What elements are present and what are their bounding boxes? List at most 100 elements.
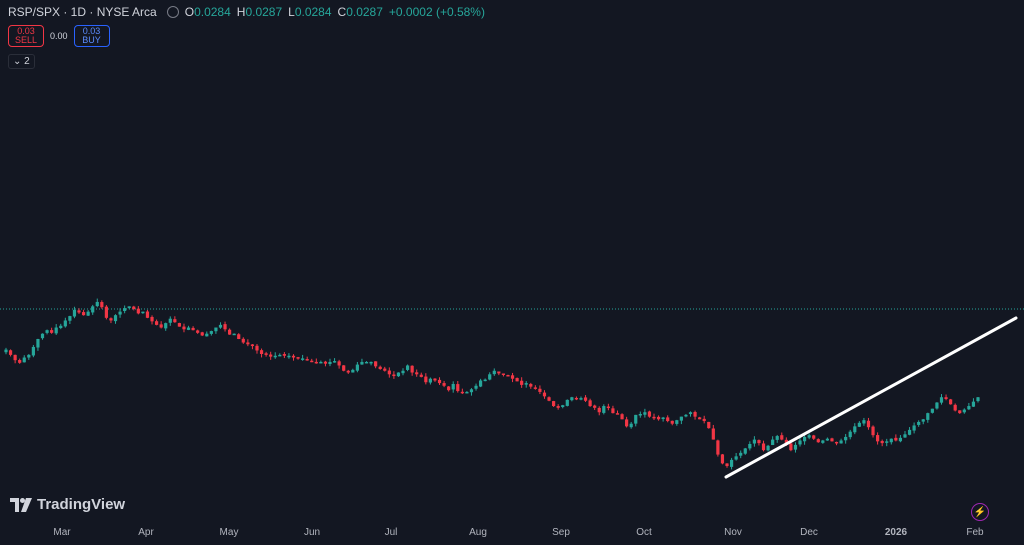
x-tick-label: Nov — [724, 527, 742, 538]
candle-body — [200, 332, 204, 336]
candle-body — [876, 435, 880, 442]
candle-body — [337, 361, 341, 366]
candle-body — [638, 414, 642, 416]
candle-body — [793, 444, 798, 450]
candle-body — [784, 439, 788, 444]
candle-body — [898, 437, 903, 442]
candle-body — [857, 422, 861, 427]
candle-body — [196, 330, 200, 333]
candle-body — [917, 421, 921, 425]
candle-body — [360, 361, 364, 365]
logo-text: TradingView — [37, 496, 126, 513]
candle-body — [725, 463, 729, 467]
candle-body — [771, 439, 775, 446]
candle-body — [374, 361, 378, 367]
candle-body — [889, 438, 893, 443]
candle-body — [282, 354, 286, 356]
candle-body — [81, 312, 86, 316]
candle-body — [871, 426, 875, 436]
candle-body — [698, 417, 702, 420]
change-value: +0.0002 (+0.58%) — [388, 5, 485, 19]
candle-body — [707, 421, 711, 429]
candle-body — [287, 355, 291, 358]
candle-body — [579, 398, 583, 400]
ohlc-values: O0.0284 H0.0287 L0.0284 C0.0287 +0.0002 … — [185, 5, 485, 19]
candle-body — [104, 306, 108, 318]
candle-body — [620, 414, 624, 420]
candle-body — [305, 359, 309, 361]
candle-body — [228, 329, 232, 335]
candle-body — [332, 361, 337, 363]
candle-body — [611, 408, 615, 414]
candle-body — [766, 445, 770, 451]
candle-body — [812, 435, 816, 439]
high-label: H — [236, 5, 246, 19]
candle-body — [629, 423, 633, 428]
candle-body — [223, 324, 227, 330]
candle-body — [351, 369, 355, 373]
buy-button[interactable]: 0.03 BUY — [73, 25, 110, 47]
candle-body — [583, 397, 588, 401]
tradingview-logo[interactable]: TradingView — [10, 496, 125, 513]
candle-body — [647, 411, 652, 417]
candle-body — [615, 413, 620, 415]
candle-body — [428, 378, 432, 383]
x-tick-label: Feb — [966, 527, 984, 538]
candle-body — [497, 371, 501, 374]
sell-price: 0.03 — [17, 26, 35, 36]
symbol-title[interactable]: RSP/SPX · 1D · NYSE Arca — [8, 5, 157, 19]
candle-body — [853, 426, 857, 433]
candle-body — [433, 378, 437, 381]
candle-body — [643, 412, 647, 415]
candle-body — [310, 360, 314, 363]
candle-body — [752, 439, 756, 444]
candle-body — [656, 416, 661, 420]
candle-body — [652, 416, 656, 419]
candle-body — [291, 355, 296, 358]
candle-body — [177, 323, 182, 327]
candle-body — [241, 338, 245, 343]
candle-body — [456, 384, 460, 392]
candle-body — [958, 410, 962, 414]
candle-body — [844, 436, 848, 441]
candle-body — [451, 384, 455, 390]
eye-icon[interactable] — [166, 6, 179, 18]
candle-body — [802, 436, 807, 442]
lightning-icon[interactable]: ⚡ — [971, 503, 989, 521]
candle-body — [606, 406, 610, 409]
candle-body — [775, 436, 779, 440]
candle-body — [214, 327, 218, 332]
candle-body — [602, 406, 606, 413]
candle-body — [72, 309, 77, 317]
close-value: 0.0287 — [346, 5, 383, 19]
indicators-toggle[interactable]: ⌄ 2 — [8, 54, 35, 69]
x-tick-label: Oct — [636, 527, 652, 538]
candle-body — [314, 361, 318, 364]
candle-body — [533, 387, 537, 389]
spread-value: 0.00 — [50, 31, 68, 41]
candle-body — [720, 454, 725, 464]
candle-body — [520, 380, 524, 385]
candle-body — [255, 345, 259, 351]
candle-body — [173, 319, 177, 323]
x-tick-label: Jun — [304, 527, 320, 538]
candle-body — [565, 399, 569, 406]
candle-body — [218, 324, 223, 328]
candle-body — [529, 383, 533, 387]
sell-button[interactable]: 0.03 SELL — [8, 25, 44, 47]
tradingview-icon — [10, 497, 32, 512]
candle-body — [971, 401, 976, 407]
candle-body — [191, 327, 195, 331]
sell-label: SELL — [14, 35, 38, 45]
candle-body — [693, 411, 697, 417]
candle-body — [369, 361, 373, 364]
candle-body — [679, 416, 683, 421]
candle-body — [323, 361, 328, 364]
candle-body — [237, 334, 241, 339]
trend-line[interactable] — [724, 316, 1018, 479]
candle-body — [186, 327, 191, 330]
trade-buttons: 0.03 SELL 0.00 0.03 BUY — [8, 25, 110, 47]
candle-body — [136, 308, 140, 314]
candle-body — [661, 417, 665, 420]
